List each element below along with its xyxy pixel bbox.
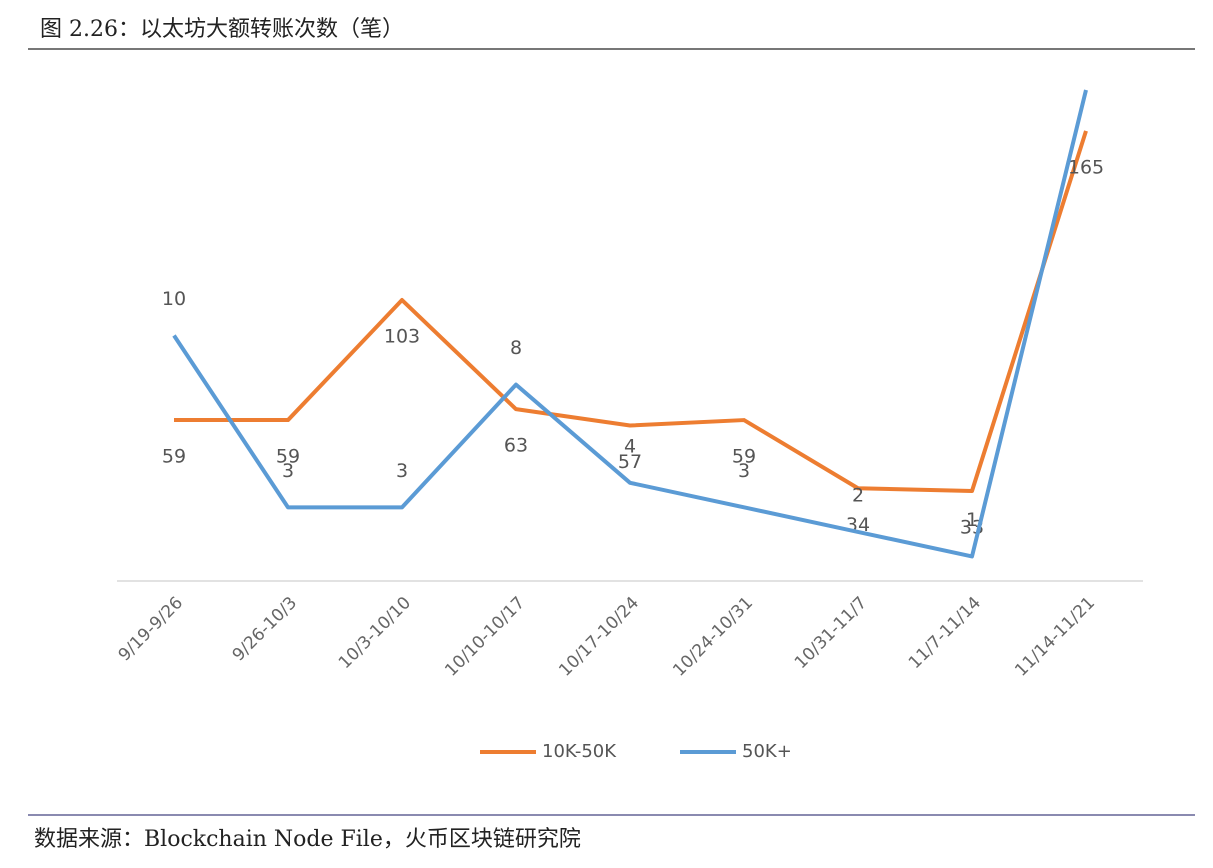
x-tick-label: 10/31-11/7: [791, 593, 871, 673]
x-tick-label: 11/14-11/21: [1011, 593, 1099, 681]
legend-label: 50K+: [742, 741, 792, 762]
data-label: 59: [276, 446, 300, 468]
x-tick-label: 10/10-10/17: [441, 593, 529, 681]
data-label: 2: [852, 484, 864, 506]
x-tick-label: 9/19-9/26: [115, 593, 187, 665]
data-label: 1: [966, 509, 978, 531]
data-label: 8: [510, 337, 522, 359]
x-tick-label: 11/7-11/14: [905, 593, 985, 673]
data-label: 57: [618, 451, 642, 473]
series-line: [172, 89, 1088, 559]
data-label: 4: [624, 435, 636, 457]
data-label: 165: [1068, 156, 1104, 178]
data-label: 3: [282, 460, 294, 482]
x-tick-label: 10/24-10/31: [669, 593, 757, 681]
data-label: 10: [162, 288, 186, 310]
data-label: 103: [384, 326, 420, 348]
data-label: 59: [162, 446, 186, 468]
source: 数据来源：Blockchain Node File，火币区块链研究院: [34, 827, 581, 852]
data-label: 3: [396, 460, 408, 482]
data-label: 3: [738, 460, 750, 482]
x-tick-label: 10/17-10/24: [555, 593, 643, 681]
chart-title: 图 2.26：以太坊大额转账次数（笔）: [40, 17, 404, 42]
data-label: 59: [732, 446, 756, 468]
data-label: 63: [504, 435, 528, 457]
series-line: [174, 130, 1088, 493]
x-tick-label: 9/26-10/3: [229, 593, 301, 665]
legend-label: 10K-50K: [542, 741, 617, 762]
x-tick-label: 10/3-10/10: [335, 593, 415, 673]
